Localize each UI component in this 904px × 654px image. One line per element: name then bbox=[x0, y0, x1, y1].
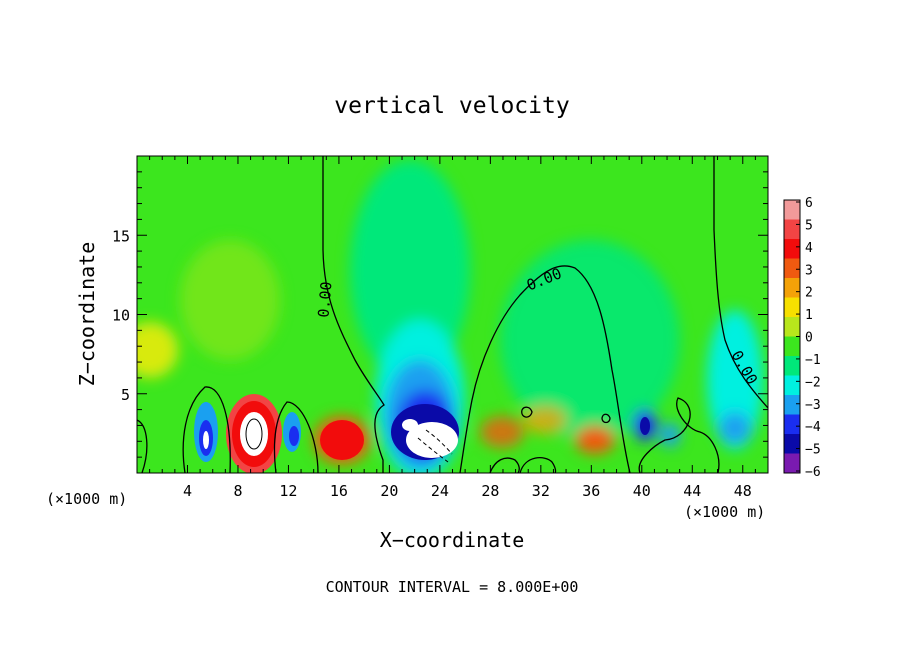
contour-cell-5 bbox=[519, 457, 557, 473]
colorbar-tick-label: −4 bbox=[805, 420, 821, 435]
colorbar: 6 5 4 3 2 1 0 −1 −2 −3 −4 −5 −6 bbox=[783, 196, 821, 480]
y-tick-label: 5 bbox=[121, 386, 130, 404]
colorbar-tick-label: 2 bbox=[805, 286, 813, 301]
colorbar-tick-label: 5 bbox=[805, 218, 813, 233]
contour-cell-4 bbox=[489, 457, 520, 473]
contour-cell-1 bbox=[137, 419, 148, 473]
contour-zero-left bbox=[322, 156, 385, 473]
colorbar-tick-label: 4 bbox=[805, 241, 813, 256]
cell-up-9 bbox=[226, 394, 282, 473]
y-axis-label: Z−coordinate bbox=[75, 242, 99, 387]
colorbar-swatch bbox=[784, 434, 800, 454]
contour-cell-7 bbox=[521, 406, 533, 418]
contour-interval-note: CONTOUR INTERVAL = 8.000E+00 bbox=[326, 578, 579, 596]
colorbar-swatch bbox=[784, 317, 800, 337]
x-unit-label-left: (×1000 m) bbox=[46, 490, 127, 508]
field-weak-up-left2 bbox=[180, 240, 280, 360]
colorbar-tick-label: −6 bbox=[805, 465, 821, 480]
contour-zero-mid bbox=[459, 265, 631, 473]
colorbar-swatch bbox=[784, 395, 800, 415]
colorbar-swatch bbox=[784, 375, 800, 396]
field-down-47 bbox=[719, 412, 751, 444]
field-up-36 bbox=[575, 426, 615, 454]
x-axis-ticks: 4 8 12 16 20 24 28 32 36 40 44 48 bbox=[149, 156, 756, 500]
x-tick-label: 36 bbox=[582, 482, 600, 500]
contour-cell-2 bbox=[182, 386, 231, 473]
x-tick-label: 44 bbox=[683, 482, 701, 500]
contour-cell-8 bbox=[601, 413, 611, 424]
field-weak-up-left bbox=[137, 322, 178, 378]
colorbar-tick-label: 0 bbox=[805, 331, 813, 346]
x-tick-label: 24 bbox=[431, 482, 449, 500]
zero-contours bbox=[137, 156, 768, 473]
colorbar-swatch bbox=[784, 414, 800, 435]
field-down-42 bbox=[660, 423, 680, 447]
contour-label-left: 0.00 bbox=[314, 281, 335, 319]
x-axis-label: X−coordinate bbox=[380, 528, 525, 552]
plot-area bbox=[137, 156, 768, 473]
x-tick-label: 12 bbox=[279, 482, 297, 500]
field-up-30 bbox=[480, 416, 524, 448]
x-tick-label: 8 bbox=[233, 482, 242, 500]
cell-down-6 bbox=[194, 402, 218, 462]
colorbar-swatch bbox=[784, 219, 800, 240]
chart-title: vertical velocity bbox=[334, 93, 569, 119]
colorbar-swatch bbox=[784, 297, 800, 318]
colorbar-swatch bbox=[784, 200, 800, 220]
x-tick-label: 28 bbox=[481, 482, 499, 500]
colorbar-tick-label: −2 bbox=[805, 375, 821, 390]
y-tick-label: 15 bbox=[112, 227, 130, 245]
x-tick-label: 40 bbox=[633, 482, 651, 500]
x-tick-label: 32 bbox=[532, 482, 550, 500]
y-axis-ticks: 5 10 15 bbox=[112, 171, 768, 458]
y-tick-label: 10 bbox=[112, 307, 130, 325]
contour-zero-right bbox=[713, 156, 768, 409]
colorbar-tick-label: −1 bbox=[805, 353, 821, 368]
colorbar-tick-label: 3 bbox=[805, 263, 813, 278]
colorbar-swatch bbox=[784, 356, 800, 376]
colorbar-swatch bbox=[784, 453, 800, 474]
cell-down-23 bbox=[391, 404, 459, 463]
x-tick-label: 20 bbox=[380, 482, 398, 500]
x-tick-label: 48 bbox=[734, 482, 752, 500]
colorbar-tick-label: −5 bbox=[805, 443, 821, 458]
colorbar-swatch bbox=[784, 239, 800, 259]
colorbar-tick-label: 1 bbox=[805, 308, 813, 323]
colorbar-tick-label: −3 bbox=[805, 398, 821, 413]
contour-cell-6 bbox=[638, 397, 720, 473]
cell-up-16 bbox=[320, 420, 364, 460]
x-unit-label-right: (×1000 m) bbox=[684, 503, 765, 521]
x-tick-label: 16 bbox=[330, 482, 348, 500]
colorbar-swatch bbox=[784, 278, 800, 298]
contour-cell-3 bbox=[273, 401, 319, 473]
field-weak-down-upper-center bbox=[350, 160, 470, 380]
colorbar-tick-label: 6 bbox=[805, 196, 813, 211]
cell-down-40 bbox=[640, 417, 650, 435]
cell-down-12 bbox=[283, 412, 301, 452]
x-tick-label: 4 bbox=[183, 482, 192, 500]
field-weak-down-right bbox=[500, 240, 680, 440]
colorbar-swatch bbox=[784, 258, 800, 279]
field-up-32 bbox=[523, 406, 567, 434]
field-weak-down-right2 bbox=[707, 310, 763, 450]
colorbar-swatch bbox=[784, 336, 800, 357]
